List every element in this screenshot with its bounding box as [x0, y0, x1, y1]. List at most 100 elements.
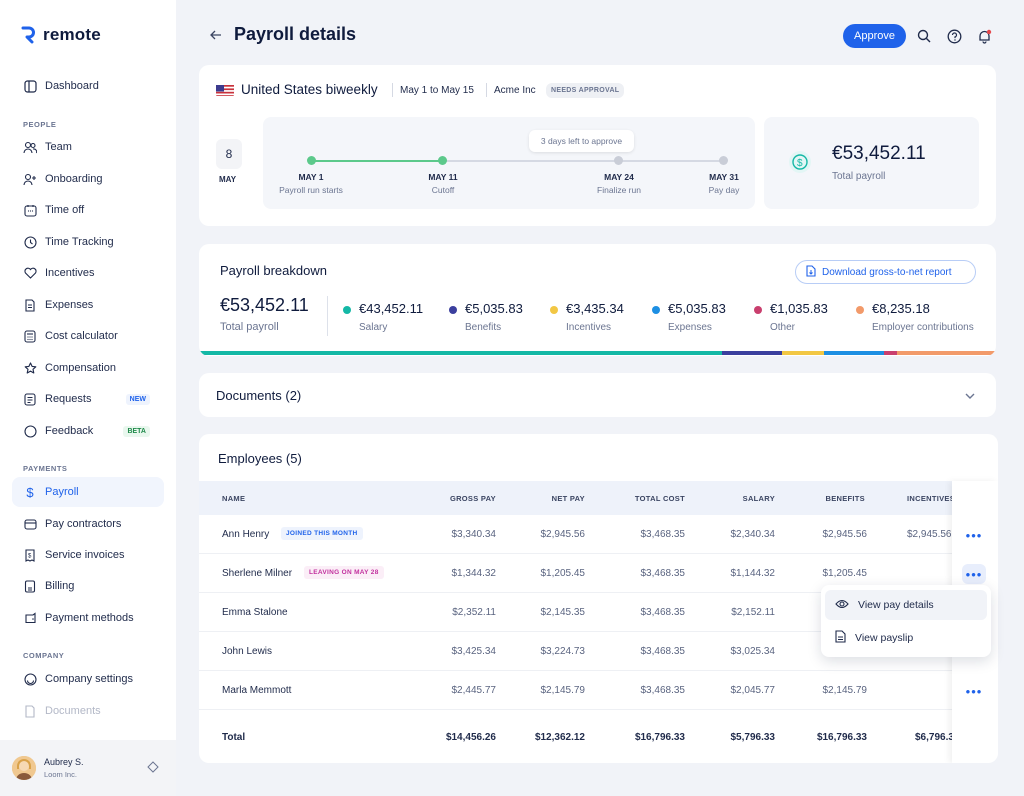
sidebar-item-company-settings[interactable]: Company settings	[12, 664, 164, 694]
menu-item-view-pay-details[interactable]: View pay details	[825, 590, 987, 620]
breakdown-bar-segment	[199, 351, 722, 355]
feedback-icon	[23, 424, 37, 438]
chevron-down-icon[interactable]	[964, 389, 976, 401]
sidebar-item-label: Pay contractors	[45, 518, 122, 530]
sidebar-item-label: Time Tracking	[45, 236, 114, 248]
breakdown-value: €8,235.18	[872, 301, 930, 316]
table-cell: $2,145.35	[540, 607, 586, 618]
timeline-dot	[614, 156, 623, 165]
sidebar-item-compensation[interactable]: Compensation	[12, 353, 164, 383]
sidebar-item-incentives[interactable]: Incentives	[12, 258, 164, 288]
user-org: Loom Inc.	[44, 770, 77, 779]
table-row[interactable]: Sherlene Milner LEAVING ON MAY 28 $1,344.3…	[199, 554, 998, 593]
sidebar-item-payroll[interactable]: $ Payroll	[12, 477, 164, 507]
column-header[interactable]: BENEFITS	[825, 494, 865, 503]
employee-name[interactable]: John Lewis	[222, 646, 273, 657]
back-arrow-icon[interactable]	[210, 27, 224, 43]
status-badge: NEEDS APPROVAL	[546, 83, 625, 98]
settings-icon	[23, 672, 37, 686]
column-header[interactable]: SALARY	[742, 494, 775, 503]
breakdown-value: €5,035.83	[465, 301, 523, 316]
table-total-row: Total $14,456.26 $12,362.12 $16,796.33 $…	[199, 722, 998, 752]
sidebar-item-cost-calculator[interactable]: Cost calculator	[12, 321, 164, 351]
row-actions-button[interactable]: •••	[962, 564, 986, 584]
sidebar-item-dashboard[interactable]: Dashboard	[12, 71, 164, 101]
approve-button[interactable]: Approve	[843, 24, 906, 48]
sidebar-item-time-off[interactable]: Time off	[12, 195, 164, 225]
app-logo[interactable]: remote	[21, 25, 101, 45]
breakdown-label: Employer contributions	[872, 322, 974, 333]
table-cell: $1,344.32	[451, 568, 497, 579]
table-row[interactable]: John Lewis $3,425.34 $3,224.73 $3,468.35 $3,…	[199, 632, 998, 671]
app-name: remote	[43, 25, 101, 44]
row-actions-button[interactable]: •••	[965, 527, 983, 543]
employee-name[interactable]: Ann Henry	[222, 529, 270, 540]
total-cell: $16,796.33	[634, 732, 685, 743]
documents-accordion[interactable]: Documents (2)	[199, 373, 996, 417]
table-row[interactable]: Marla Memmott $2,445.77 $2,145.79 $3,468.35…	[199, 671, 998, 710]
sidebar-item-payment-methods[interactable]: Payment methods	[12, 603, 164, 633]
timeline-date: MAY 11	[428, 172, 458, 182]
sidebar-item-label: Feedback	[45, 425, 94, 437]
table-cell: $2,352.11	[452, 607, 496, 618]
search-icon[interactable]	[916, 28, 932, 44]
column-header[interactable]: TOTAL COST	[634, 494, 685, 503]
legend-dot	[449, 306, 457, 314]
total-label: Total	[222, 732, 246, 743]
dollar-circle-icon: $	[789, 151, 811, 173]
download-report-button[interactable]: Download gross-to-net report	[795, 260, 976, 284]
table-cell: $2,145.79	[540, 685, 586, 696]
employee-name[interactable]: Marla Memmott	[222, 685, 292, 696]
timeline-label: Payroll run starts	[279, 185, 343, 195]
approval-tooltip: 3 days left to approve	[529, 130, 634, 152]
sidebar-item-pay-contractors[interactable]: Pay contractors	[12, 509, 164, 539]
calculator-icon	[23, 329, 37, 343]
document-icon	[23, 704, 37, 718]
divider	[486, 83, 487, 97]
table-cell: $3,468.35	[640, 646, 686, 657]
switch-icon[interactable]	[147, 760, 159, 773]
employee-name[interactable]: Sherlene Milner	[222, 568, 293, 579]
remote-logo-icon	[21, 26, 35, 44]
row-actions-button[interactable]: •••	[965, 683, 983, 699]
sidebar-item-feedback[interactable]: Feedback BETA	[12, 416, 164, 446]
total-cell: $12,362.12	[534, 732, 585, 743]
invoice-icon: $	[23, 548, 37, 562]
sidebar-item-label: Expenses	[45, 299, 94, 311]
sidebar-item-billing[interactable]: Billing	[12, 571, 164, 601]
sidebar-item-documents[interactable]: Documents	[12, 696, 164, 726]
user-menu[interactable]: Aubrey S. Loom Inc.	[0, 740, 176, 796]
employee-name[interactable]: Emma Stalone	[222, 607, 288, 618]
column-header[interactable]: INCENTIVES	[907, 494, 956, 503]
table-row[interactable]: Emma Stalone $2,352.11 $2,145.35 $3,468.35 $…	[199, 593, 998, 632]
breakdown-value: €5,035.83	[668, 301, 726, 316]
column-header[interactable]: NET PAY	[551, 494, 585, 503]
table-row[interactable]: Ann Henry JOINED THIS MONTH $3,340.34 $2,94…	[199, 515, 998, 554]
sidebar-item-time-tracking[interactable]: Time Tracking	[12, 227, 164, 257]
notification-bell-icon[interactable]	[976, 28, 992, 44]
table-cell: $2,340.34	[730, 529, 776, 540]
sidebar-item-service-invoices[interactable]: $ Service invoices	[12, 540, 164, 570]
sidebar-item-onboarding[interactable]: Onboarding	[12, 164, 164, 194]
sidebar-item-team[interactable]: Team	[12, 132, 164, 162]
table-cell: $3,468.35	[640, 685, 686, 696]
table-cell: $3,340.34	[451, 529, 497, 540]
timeline-date: MAY 1	[298, 172, 324, 182]
team-icon	[23, 140, 37, 154]
sidebar-item-expenses[interactable]: Expenses	[12, 290, 164, 320]
help-icon[interactable]	[946, 28, 962, 44]
user-name: Aubrey S.	[44, 757, 84, 767]
menu-item-view-payslip[interactable]: View payslip	[825, 623, 987, 653]
timeline-dot	[719, 156, 728, 165]
download-report-label: Download gross-to-net report	[822, 266, 952, 278]
file-icon	[835, 630, 846, 646]
timeline-label: Finalize run	[597, 185, 641, 195]
eye-icon	[835, 599, 849, 612]
heart-icon	[23, 266, 37, 280]
legend-dot	[856, 306, 864, 314]
page-title: Payroll details	[234, 24, 357, 44]
legend-dot	[550, 306, 558, 314]
column-header[interactable]: GROSS PAY	[449, 494, 496, 503]
column-header[interactable]: NAME	[222, 494, 246, 503]
sidebar-item-requests[interactable]: Requests NEW	[12, 384, 164, 414]
